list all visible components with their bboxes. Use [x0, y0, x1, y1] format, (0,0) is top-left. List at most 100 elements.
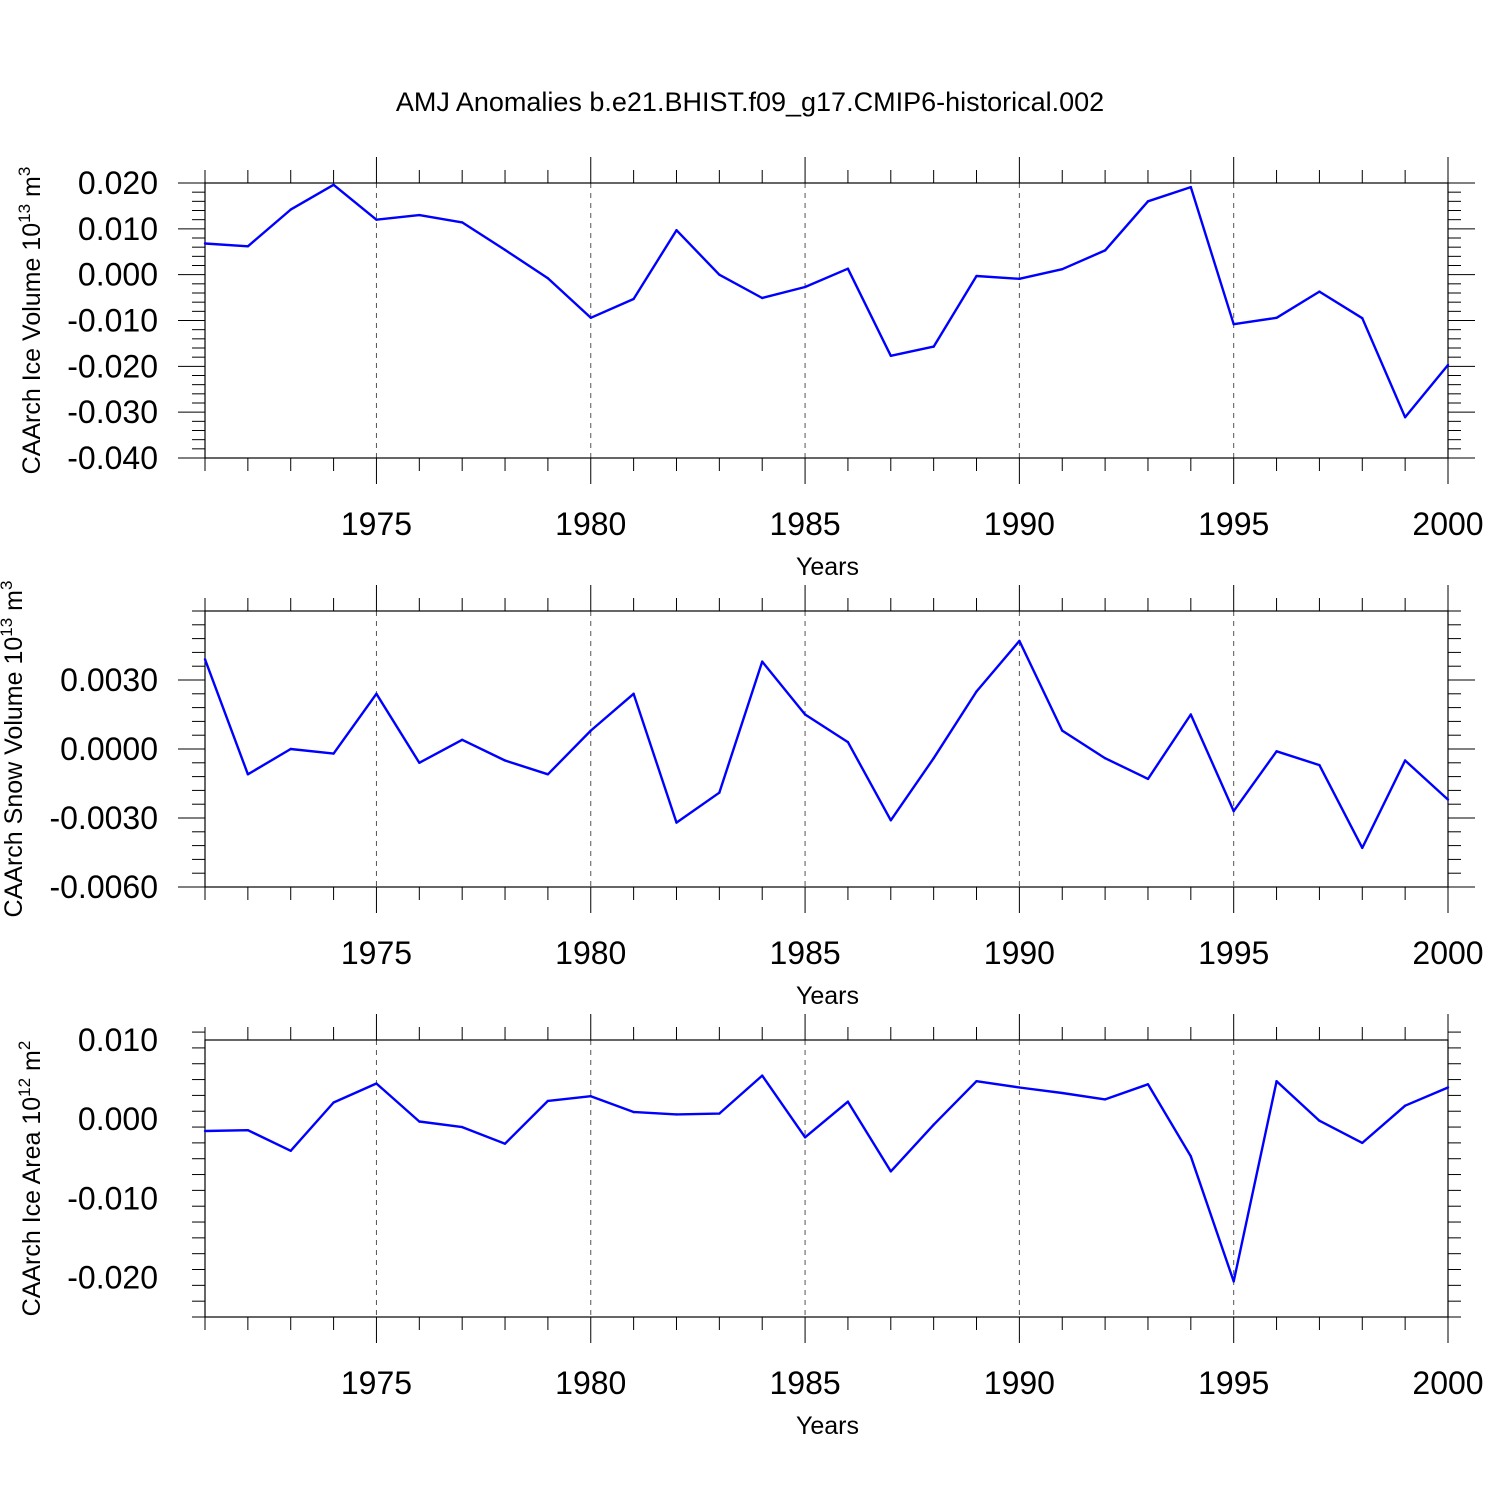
x-tick-label: 1985 — [769, 935, 840, 971]
data-point — [1232, 1280, 1235, 1283]
data-point — [1189, 185, 1193, 189]
y-axis-label: CAArch Ice Volume 1013 m3 — [15, 167, 46, 475]
data-point — [1318, 290, 1321, 293]
panel-3: 0.010 0.000 -0.010 -0.020 1975 1980 1985 1990 19… — [15, 1014, 1484, 1440]
data-point — [460, 738, 464, 741]
y-tick-label: -0.0060 — [49, 869, 158, 905]
data-point — [632, 692, 635, 695]
data-point — [1103, 757, 1107, 760]
x-tick-label: 1975 — [341, 935, 412, 971]
data-point — [846, 740, 850, 744]
x-axis-label: Years — [796, 1412, 859, 1440]
x-tick-label: 1985 — [769, 506, 840, 542]
y-tick-label: 0.010 — [78, 1022, 158, 1058]
data-point — [203, 1129, 207, 1133]
plot-frame — [204, 610, 1449, 888]
data-point — [246, 1129, 250, 1132]
data-point — [1061, 1091, 1064, 1095]
data-point — [889, 1170, 892, 1173]
data-point — [332, 752, 335, 755]
data-point — [1146, 200, 1150, 203]
x-tick-label: 1990 — [984, 506, 1055, 542]
data-point — [1275, 1079, 1278, 1083]
data-point — [761, 1074, 764, 1077]
y-tick-label: 0.0030 — [60, 662, 158, 698]
data-point — [203, 658, 207, 661]
data-point — [503, 759, 507, 762]
data-point — [1318, 763, 1321, 767]
y-tick-label: -0.010 — [67, 1180, 158, 1216]
x-tick-label: 1995 — [1198, 1365, 1269, 1401]
data-point — [975, 1079, 978, 1083]
data-point — [1232, 809, 1235, 813]
data-point — [289, 747, 292, 751]
data-point — [975, 274, 978, 278]
data-point — [503, 248, 507, 252]
data-point — [1146, 1083, 1150, 1086]
data-point — [1103, 249, 1107, 252]
data-point — [975, 690, 978, 693]
data-point — [932, 1123, 935, 1126]
data-point — [375, 1082, 378, 1085]
data-point — [418, 213, 421, 217]
data-point — [1361, 846, 1364, 850]
y-tick-label: 0.000 — [78, 1101, 158, 1137]
data-point — [1232, 322, 1235, 326]
data-point — [1146, 777, 1150, 781]
data-point — [803, 713, 807, 716]
data-point — [1446, 798, 1450, 801]
data-point — [846, 267, 850, 270]
series-line — [204, 1074, 1449, 1283]
data-point — [1018, 277, 1021, 280]
plot-frame — [204, 1039, 1449, 1318]
data-point — [289, 1149, 292, 1153]
data-point — [418, 1120, 421, 1123]
series-line — [203, 639, 1449, 850]
data-point — [1189, 1155, 1193, 1158]
data-point — [1403, 416, 1407, 419]
data-point — [846, 1100, 850, 1103]
data-point — [546, 277, 550, 280]
data-point — [1061, 267, 1064, 271]
data-point — [332, 1101, 335, 1104]
data-point — [1403, 759, 1407, 762]
data-point — [1446, 1086, 1450, 1089]
data-point — [246, 773, 250, 776]
data-point — [546, 773, 550, 776]
data-point — [460, 1125, 464, 1129]
y-tick-label: -0.030 — [67, 394, 158, 430]
x-tick-label: 2000 — [1412, 506, 1483, 542]
x-tick-label: 1990 — [984, 935, 1055, 971]
data-point — [1361, 1141, 1364, 1145]
data-point — [803, 1136, 807, 1139]
data-point — [246, 245, 250, 248]
data-point — [718, 791, 721, 794]
x-tick-label: 1990 — [984, 1365, 1055, 1401]
y-tick-label: -0.020 — [67, 348, 158, 384]
x-axis-label: Years — [796, 553, 859, 581]
data-point — [932, 345, 935, 348]
y-tick-label: -0.020 — [67, 1259, 158, 1295]
data-point — [761, 296, 764, 300]
data-point — [1275, 750, 1278, 753]
panel-2: 0.0030 0.0000 -0.0030 -0.0060 1975 1980 1985 19… — [0, 581, 1484, 1010]
data-point — [932, 757, 935, 760]
y-tick-label: -0.0030 — [49, 800, 158, 836]
data-point — [889, 354, 892, 357]
data-point — [632, 1110, 635, 1114]
data-point — [675, 1113, 678, 1116]
data-point — [375, 218, 378, 221]
data-point — [675, 229, 678, 232]
data-point — [503, 1142, 507, 1145]
data-point — [546, 1099, 550, 1103]
panel-1: 0.020 0.010 0.000 -0.010 -0.020 -0.030 -0.040 1… — [15, 157, 1484, 581]
data-point — [1275, 316, 1278, 319]
data-point — [460, 221, 464, 224]
y-axis-label: CAArch Ice Area 1012 m2 — [15, 1041, 46, 1317]
x-tick-label: 1980 — [555, 1365, 626, 1401]
data-point — [761, 660, 764, 663]
data-point — [718, 1112, 721, 1115]
data-point — [375, 692, 378, 695]
data-point — [1018, 1086, 1021, 1089]
